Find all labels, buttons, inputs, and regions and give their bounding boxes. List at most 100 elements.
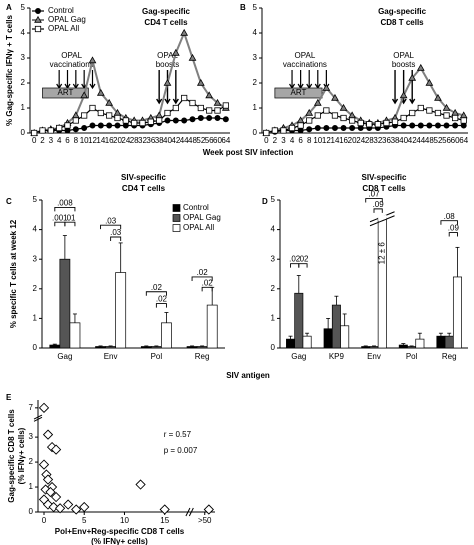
marker — [213, 98, 222, 106]
axis-break-fill — [378, 214, 387, 221]
x-tick-label: 24 — [356, 136, 365, 145]
marker — [164, 109, 171, 117]
marker — [155, 111, 164, 119]
marker — [340, 114, 347, 122]
panel-title: CD4 T cells — [122, 184, 166, 193]
legend-swatch — [172, 214, 181, 222]
marker — [400, 114, 407, 122]
marker — [417, 122, 424, 129]
sig-bracket — [201, 286, 213, 292]
legend-swatch — [172, 224, 181, 232]
marker — [374, 121, 381, 128]
x-tick-label: 64 — [459, 136, 468, 145]
marker — [189, 99, 196, 107]
x-tick-label: >50 — [198, 516, 212, 525]
panel-title: Gag-specific — [378, 7, 427, 16]
marker — [331, 125, 338, 132]
arrow — [391, 70, 399, 105]
sig-bracket — [54, 206, 76, 212]
bar — [95, 346, 106, 348]
y-axis-label: % specific T cells at week 12 — [9, 219, 18, 328]
point — [159, 504, 170, 515]
x-axis-label: SIV antigen — [226, 371, 270, 380]
sig-bracket — [155, 303, 167, 308]
bar — [206, 304, 218, 348]
marker — [56, 124, 63, 132]
bar — [161, 322, 172, 348]
marker — [313, 98, 322, 106]
x-tick-label: 14 — [96, 136, 105, 145]
x-tick-label: 8 — [307, 136, 312, 145]
legend-marker — [34, 25, 42, 33]
point — [79, 501, 90, 513]
marker — [131, 119, 138, 127]
marker — [383, 119, 390, 127]
marker — [188, 53, 197, 61]
annotation: ART — [291, 88, 307, 97]
point — [48, 501, 59, 513]
marker — [105, 98, 114, 106]
p-value: .08 — [444, 212, 456, 221]
x-axis-label: (% IFNγ+ cells) — [91, 537, 148, 545]
arrow — [156, 70, 163, 105]
arrow — [56, 70, 63, 90]
marker — [391, 118, 399, 125]
sig-bracket — [100, 224, 122, 230]
marker — [156, 117, 163, 124]
annotation: vaccinations — [50, 60, 94, 69]
y-tick-label: 5 — [271, 195, 276, 204]
p-value: .02 — [289, 255, 301, 264]
marker — [314, 112, 321, 119]
bar — [59, 258, 71, 348]
x-tick-label: 42 — [408, 136, 417, 145]
annotation: boosts — [392, 60, 416, 69]
marker — [39, 127, 46, 134]
point — [54, 503, 66, 514]
x-tick-label: 10 — [80, 136, 89, 145]
y-tick-label: 0 — [271, 343, 276, 352]
p-value: .02 — [297, 255, 309, 264]
x-tick-label: 28 — [130, 136, 139, 145]
point — [38, 459, 50, 470]
arrow — [64, 70, 71, 90]
x-tick-label: 6 — [298, 136, 303, 145]
x-tick-label: Gag — [291, 352, 306, 361]
x-tick-label: KP9 — [329, 352, 345, 361]
y-tick-label: 1 — [21, 103, 26, 112]
x-tick-label: 32 — [373, 136, 382, 145]
arrow — [314, 70, 321, 90]
arrow — [289, 70, 296, 90]
marker — [297, 122, 304, 129]
marker — [416, 63, 425, 71]
sig-bracket — [298, 263, 308, 268]
stat-annotation: r = 0.57 — [164, 430, 192, 439]
arrow — [172, 70, 179, 105]
bar — [150, 346, 162, 348]
x-tick-label: 24 — [121, 136, 130, 145]
marker — [147, 118, 154, 125]
sig-bracket — [64, 221, 76, 227]
x-tick-label: 12 — [88, 136, 97, 145]
marker — [164, 117, 171, 124]
y-break — [33, 414, 43, 422]
marker — [214, 107, 221, 114]
marker — [434, 109, 442, 117]
x-tick-label: 36 — [382, 136, 391, 145]
x-tick-label: 38 — [391, 136, 400, 145]
sig-bracket — [365, 198, 383, 203]
marker — [400, 122, 407, 129]
sig-bracket — [448, 232, 458, 237]
bar — [196, 346, 208, 348]
bar — [361, 346, 371, 348]
marker — [163, 78, 172, 86]
y-tick-label: 1 — [33, 314, 38, 323]
legend-label: Control — [183, 203, 209, 212]
x-tick-label: 2 — [40, 136, 45, 145]
marker — [122, 122, 129, 129]
marker — [81, 112, 88, 119]
p-value: .03 — [110, 228, 122, 237]
bar — [105, 346, 117, 348]
arrow — [306, 70, 313, 90]
y-tick-label: 0 — [21, 128, 26, 137]
